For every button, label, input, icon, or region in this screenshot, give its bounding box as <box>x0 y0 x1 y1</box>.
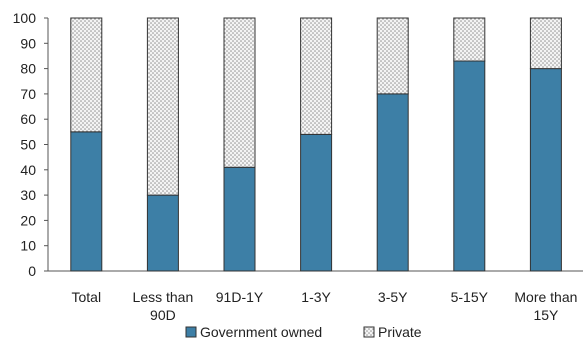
y-tick-label: 50 <box>20 137 36 153</box>
x-tick-labels: Total Less than 90D 91D-1Y 1-3Y 3-5Y 5-15Y More… <box>72 289 578 323</box>
x-tick-label: 1-3Y <box>301 289 331 305</box>
legend-label-private: Private <box>378 324 422 340</box>
bar-government-owned <box>70 131 103 272</box>
bar-private <box>223 17 256 168</box>
bar-government-owned <box>146 194 179 272</box>
bar-government-owned <box>300 133 333 272</box>
y-tick-label: 10 <box>20 238 36 254</box>
bar-government-owned <box>529 68 562 272</box>
legend: Government owned Private <box>185 324 422 340</box>
bar-private <box>453 17 486 62</box>
y-tick-label: 40 <box>20 162 36 178</box>
bar-government-owned <box>376 93 409 272</box>
legend-label-government-owned: Government owned <box>200 324 322 340</box>
bar-private <box>300 17 333 135</box>
bar-government-owned <box>223 166 256 272</box>
y-tick-label: 70 <box>20 86 36 102</box>
bar-private <box>70 17 103 133</box>
y-tick-label: 80 <box>20 61 36 77</box>
x-tick-label: 5-15Y <box>451 289 489 305</box>
x-tick-label: Less than 90D <box>133 289 194 323</box>
legend-swatch-private <box>363 326 375 338</box>
y-tick-label: 30 <box>20 187 36 203</box>
axes-group: 0 10 20 30 40 50 60 70 80 90 100 <box>13 10 583 279</box>
bar-government-owned <box>453 60 486 272</box>
bar-private <box>376 17 409 95</box>
bar-private <box>529 17 562 70</box>
bar-private <box>146 17 179 196</box>
x-tick-label: More than 15Y <box>514 289 577 323</box>
x-tick-label: Total <box>72 289 102 305</box>
legend-swatch-government-owned <box>185 326 197 338</box>
y-tick-label: 20 <box>20 212 36 228</box>
bars-group <box>70 17 562 272</box>
y-tick-label: 60 <box>20 111 36 127</box>
x-tick-label: 3-5Y <box>378 289 408 305</box>
x-tick-label: 91D-1Y <box>216 289 264 305</box>
y-tick-label: 90 <box>20 35 36 51</box>
y-tick-label: 100 <box>13 10 37 26</box>
y-tick-label: 0 <box>28 263 36 279</box>
